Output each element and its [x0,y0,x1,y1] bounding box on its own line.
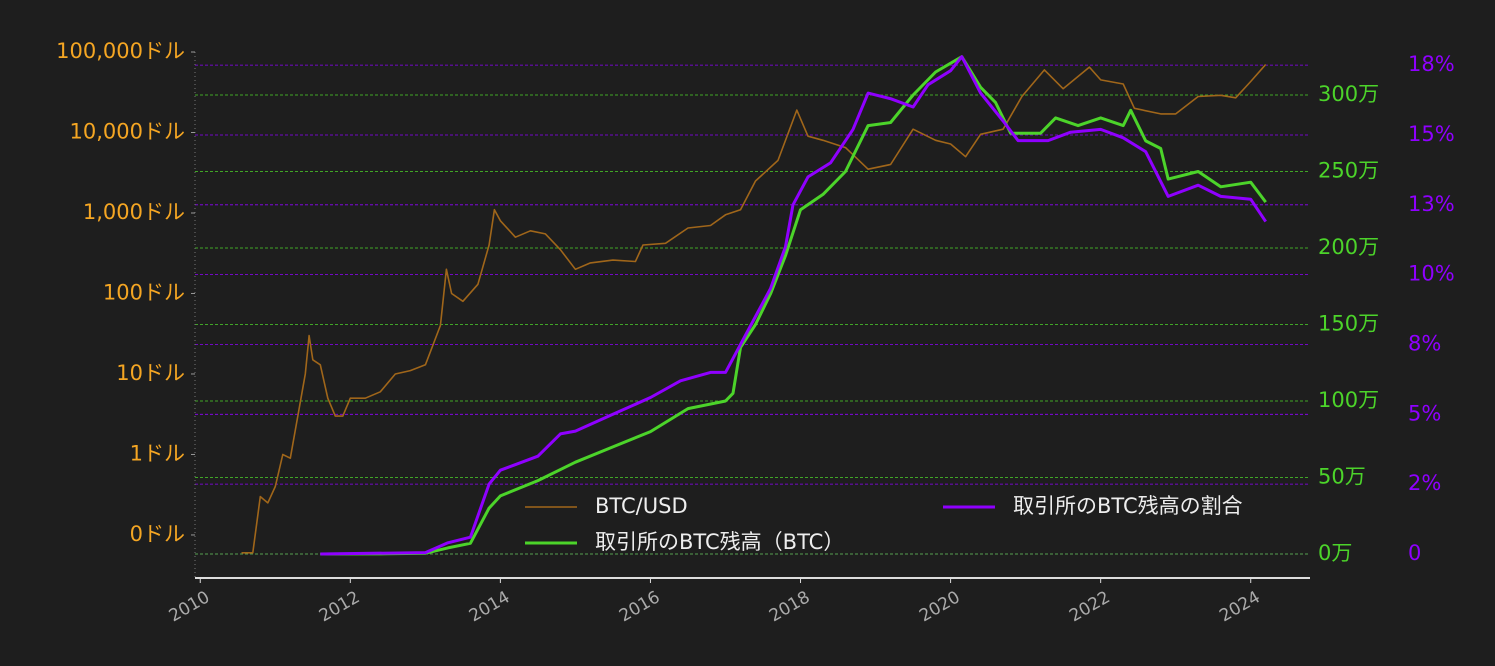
x-tick-label: 2010 [166,587,213,626]
legend-label: 取引所のBTC残高（BTC） [595,530,844,554]
y3-tick-label: 15% [1408,122,1455,146]
y3-tick-label: 2% [1408,471,1441,495]
y-tick-label: 100,000ドル [56,39,185,63]
y3-tick-label: 8% [1408,331,1441,355]
y-tick-label: 1ドル [130,441,185,465]
legend-label: 取引所のBTC残高の割合 [1013,494,1243,518]
x-tick-label: 2012 [316,587,363,626]
y-tick-label: 100ドル [103,280,185,304]
x-tick-label: 2018 [766,587,813,626]
y3-tick-label: 0 [1408,541,1421,565]
y2-tick-label: 50万 [1318,464,1366,488]
y2-tick-label: 250万 [1318,158,1379,182]
x-tick-label: 2016 [616,587,663,626]
series-line [320,55,1267,556]
x-tick-label: 2020 [916,587,963,626]
series-line [241,63,1267,554]
y2-tick-label: 100万 [1318,388,1379,412]
y3-tick-label: 13% [1408,192,1455,216]
series-line [320,55,1267,556]
y2-tick-label: 150万 [1318,311,1379,335]
y-tick-label: 10,000ドル [70,119,185,143]
y-tick-label: 0ドル [130,522,185,546]
x-tick-label: 2014 [466,587,513,626]
y2-tick-label: 0万 [1318,541,1352,565]
y3-tick-label: 5% [1408,401,1441,425]
y3-tick-label: 18% [1408,52,1455,76]
y-tick-label: 1,000ドル [83,200,185,224]
legend-label: BTC/USD [595,494,688,518]
y2-tick-label: 300万 [1318,82,1379,106]
y-tick-label: 10ドル [116,361,185,385]
y3-tick-label: 10% [1408,262,1455,286]
x-tick-label: 2022 [1066,587,1113,626]
x-tick-label: 2024 [1216,587,1263,626]
y2-tick-label: 200万 [1318,235,1379,259]
